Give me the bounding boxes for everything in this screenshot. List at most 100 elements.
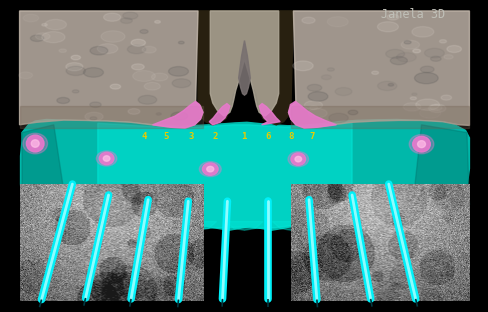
Ellipse shape: [439, 40, 446, 43]
Ellipse shape: [156, 113, 161, 115]
Ellipse shape: [321, 75, 331, 80]
Ellipse shape: [326, 17, 347, 27]
Ellipse shape: [411, 27, 433, 37]
Ellipse shape: [132, 71, 155, 81]
Ellipse shape: [429, 56, 440, 61]
Ellipse shape: [206, 166, 213, 172]
Ellipse shape: [154, 21, 160, 23]
Text: 1: 1: [241, 132, 245, 141]
Ellipse shape: [294, 156, 301, 162]
Ellipse shape: [66, 66, 85, 76]
Ellipse shape: [403, 103, 420, 111]
Text: 7: 7: [309, 132, 314, 141]
Ellipse shape: [142, 46, 156, 53]
Polygon shape: [22, 125, 68, 222]
Ellipse shape: [172, 79, 190, 88]
Polygon shape: [86, 222, 123, 230]
Text: 2: 2: [212, 132, 217, 141]
Ellipse shape: [443, 55, 452, 59]
Ellipse shape: [72, 90, 79, 93]
Ellipse shape: [371, 71, 378, 75]
Text: 4: 4: [142, 132, 146, 141]
Ellipse shape: [96, 151, 117, 166]
Ellipse shape: [307, 84, 321, 91]
Text: 8: 8: [288, 132, 293, 141]
Ellipse shape: [199, 162, 221, 177]
Ellipse shape: [131, 39, 145, 46]
Ellipse shape: [19, 72, 33, 79]
Ellipse shape: [30, 35, 44, 41]
Ellipse shape: [23, 133, 47, 154]
Ellipse shape: [385, 49, 404, 58]
Polygon shape: [272, 222, 309, 230]
Ellipse shape: [307, 92, 327, 101]
Ellipse shape: [290, 153, 305, 165]
Ellipse shape: [57, 97, 69, 104]
Ellipse shape: [121, 18, 132, 23]
Ellipse shape: [103, 13, 121, 21]
Polygon shape: [225, 222, 263, 230]
Ellipse shape: [427, 104, 445, 113]
Ellipse shape: [412, 49, 420, 53]
Ellipse shape: [138, 95, 156, 104]
Ellipse shape: [408, 134, 433, 154]
Polygon shape: [133, 222, 170, 230]
Ellipse shape: [59, 49, 66, 52]
Polygon shape: [98, 123, 351, 228]
Ellipse shape: [412, 136, 429, 152]
Ellipse shape: [140, 30, 148, 33]
Ellipse shape: [171, 112, 187, 120]
Ellipse shape: [377, 81, 396, 90]
Ellipse shape: [85, 112, 103, 121]
Ellipse shape: [347, 110, 357, 115]
Ellipse shape: [309, 106, 317, 110]
Ellipse shape: [122, 12, 138, 19]
Text: 3: 3: [188, 132, 193, 141]
Ellipse shape: [45, 19, 66, 30]
Ellipse shape: [97, 44, 118, 54]
Ellipse shape: [440, 95, 450, 100]
Polygon shape: [40, 222, 77, 230]
Polygon shape: [179, 222, 216, 230]
Polygon shape: [209, 104, 229, 125]
Ellipse shape: [387, 84, 393, 86]
Ellipse shape: [419, 108, 440, 118]
Ellipse shape: [41, 32, 65, 43]
Ellipse shape: [409, 97, 416, 100]
Ellipse shape: [90, 102, 101, 107]
Ellipse shape: [90, 117, 97, 120]
Ellipse shape: [420, 66, 433, 73]
Ellipse shape: [127, 45, 145, 54]
Text: 6: 6: [265, 132, 270, 141]
Polygon shape: [318, 222, 355, 230]
Ellipse shape: [101, 31, 125, 42]
Polygon shape: [411, 222, 448, 230]
Ellipse shape: [83, 68, 103, 77]
Ellipse shape: [128, 109, 140, 114]
Ellipse shape: [446, 46, 461, 52]
Polygon shape: [210, 11, 278, 116]
Polygon shape: [290, 106, 468, 128]
Ellipse shape: [23, 14, 39, 22]
Ellipse shape: [386, 14, 398, 20]
Ellipse shape: [304, 101, 322, 110]
Ellipse shape: [99, 152, 114, 165]
Ellipse shape: [26, 135, 44, 152]
Ellipse shape: [326, 68, 334, 71]
Ellipse shape: [424, 48, 444, 58]
Polygon shape: [410, 125, 468, 223]
Polygon shape: [20, 106, 203, 128]
Ellipse shape: [307, 109, 326, 118]
Ellipse shape: [110, 84, 121, 89]
Ellipse shape: [41, 23, 47, 26]
Text: 5: 5: [163, 132, 168, 141]
Ellipse shape: [202, 163, 218, 175]
Polygon shape: [238, 41, 250, 95]
Ellipse shape: [35, 33, 50, 40]
Ellipse shape: [429, 105, 441, 110]
Ellipse shape: [334, 87, 351, 95]
Ellipse shape: [66, 63, 83, 71]
Ellipse shape: [151, 73, 167, 81]
Ellipse shape: [103, 156, 110, 161]
Ellipse shape: [389, 56, 407, 65]
